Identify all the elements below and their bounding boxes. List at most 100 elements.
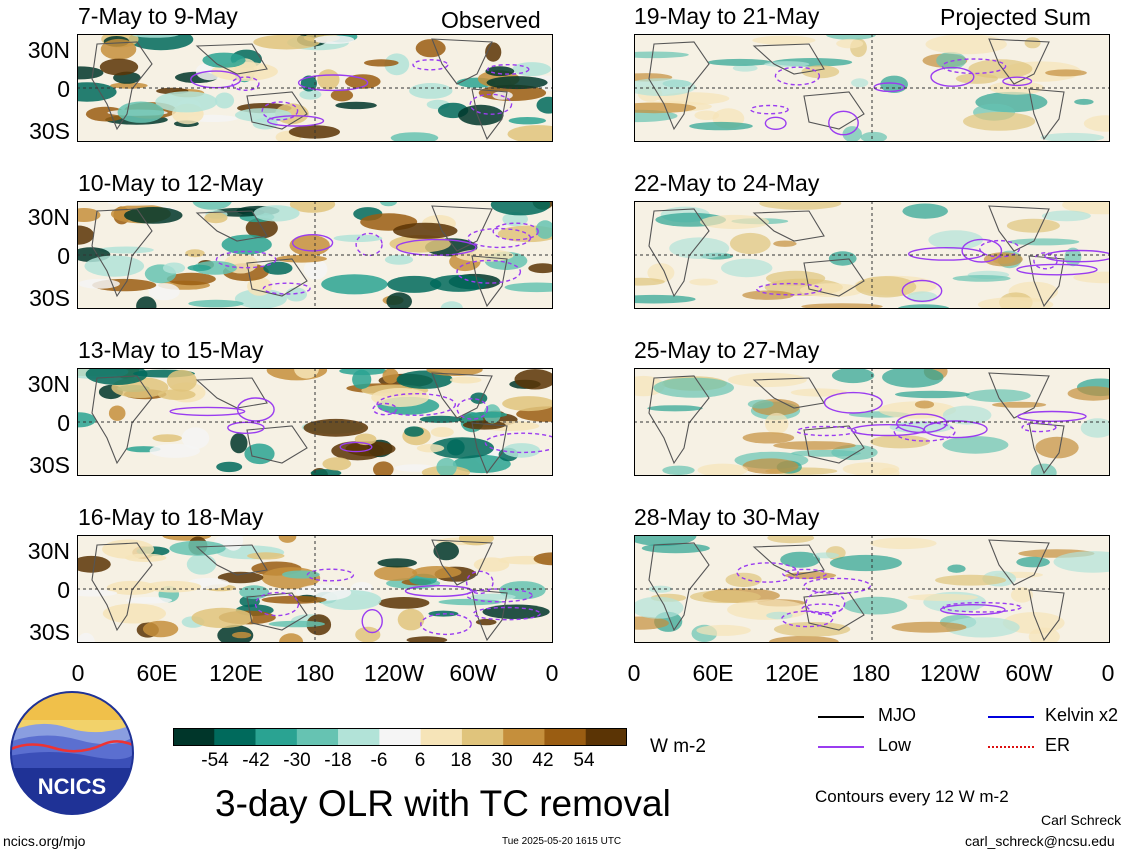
olr-anomaly-blob (1006, 218, 1060, 233)
olr-anomaly-blob (144, 580, 202, 593)
legend-line-er (988, 746, 1034, 748)
olr-anomaly-blob (928, 230, 983, 250)
continent-outline (246, 425, 308, 464)
olr-anomaly-blob (377, 558, 418, 568)
lon-label-120w: 120W (363, 660, 425, 686)
lon-label-0-end: 0 (545, 660, 559, 686)
lat-label-30n: 30N (27, 37, 70, 63)
map-frame (634, 201, 1110, 309)
author-email[interactable]: carl_schreck@ncsu.edu (965, 833, 1115, 849)
olr-anomaly-blob (247, 552, 285, 560)
olr-anomaly-blob (149, 443, 200, 458)
olr-anomaly-blob (371, 388, 429, 407)
olr-anomaly-blob (289, 201, 336, 213)
olr-anomaly-blob (415, 39, 446, 58)
continent-outline (1028, 255, 1065, 308)
low-frequency-contour (979, 239, 1021, 258)
low-frequency-contour (796, 425, 857, 437)
lon-label-120w: 120W (919, 660, 981, 686)
olr-anomaly-blob (125, 597, 173, 604)
olr-anomaly-blob (801, 303, 883, 309)
continent-outline (1028, 88, 1065, 141)
panel-title-1: 7-May to 9-May (78, 3, 238, 29)
olr-anomaly-blob (742, 432, 795, 444)
low-frequency-contour (456, 259, 522, 284)
continent-outline (648, 208, 710, 298)
continent-outline (648, 375, 710, 465)
colorbar-swatch (338, 728, 380, 746)
colorbar-label: 30 (491, 750, 513, 771)
olr-anomaly-blob (759, 201, 842, 210)
olr-anomaly-blob (106, 580, 158, 595)
map-frame (634, 34, 1110, 142)
panel-title-7: 25-May to 27-May (634, 337, 820, 363)
olr-anomaly-blob (514, 369, 553, 390)
olr-anomaly-blob (436, 457, 457, 476)
lon-label-120e: 120E (209, 660, 263, 686)
olr-anomaly-blob (1080, 418, 1110, 438)
olr-anomaly-blob (1045, 69, 1087, 77)
continent-outline (91, 208, 153, 298)
olr-anomaly-blob (780, 551, 821, 568)
olr-anomaly-blob (412, 566, 462, 579)
olr-anomaly-blob (419, 415, 463, 423)
olr-anomaly-blob (935, 574, 1007, 586)
continent-outline (752, 544, 825, 576)
olr-anomaly-blob (397, 608, 425, 631)
legend-label-mjo: MJO (878, 705, 916, 725)
low-frequency-contour (930, 66, 975, 87)
olr-anomaly-blob (416, 444, 445, 453)
olr-anomaly-blob (216, 461, 243, 473)
olr-anomaly-blob (503, 443, 541, 458)
low-frequency-contour (261, 101, 299, 121)
olr-anomaly-blob (977, 297, 1054, 309)
olr-anomaly-blob (390, 132, 439, 142)
olr-anomaly-blob (647, 405, 703, 412)
olr-anomaly-blob (773, 622, 851, 637)
low-frequency-contour (1033, 252, 1058, 270)
olr-anomaly-blob (828, 251, 857, 266)
olr-anomaly-blob (458, 104, 504, 126)
lat-label-30s: 30S (29, 285, 70, 311)
olr-map-panel-8 (634, 535, 1110, 643)
olr-anomaly-blob (729, 232, 771, 255)
olr-anomaly-blob (490, 201, 551, 216)
olr-anomaly-blob (77, 66, 104, 80)
panel-title-2: 10-May to 12-May (78, 170, 264, 196)
olr-anomaly-blob (747, 399, 774, 409)
olr-anomaly-blob (878, 401, 957, 419)
olr-anomaly-blob (181, 427, 210, 450)
olr-anomaly-blob (653, 377, 734, 398)
olr-anomaly-blob (117, 101, 165, 123)
olr-anomaly-blob (409, 83, 453, 99)
continent-outline (752, 377, 825, 409)
lon-label-0: 0 (627, 660, 641, 686)
olr-anomaly-blob (752, 35, 816, 45)
low-frequency-contour (1016, 263, 1098, 276)
continent-outline (988, 205, 1050, 252)
olr-anomaly-blob (204, 212, 228, 224)
legend-label-er: ER (1045, 735, 1071, 755)
olr-anomaly-blob (907, 593, 978, 601)
low-frequency-contour (756, 282, 822, 296)
continent-outline (431, 372, 493, 419)
main-title: 3-day OLR with TC removal (215, 783, 671, 824)
olr-anomaly-blob (107, 201, 165, 206)
olr-anomaly-blob (386, 292, 412, 309)
olr-anomaly-blob (773, 441, 856, 450)
low-frequency-contour (781, 610, 834, 628)
lon-label-60e: 60E (136, 660, 178, 686)
olr-anomaly-blob (1035, 436, 1079, 459)
lat-label-eq: 0 (57, 76, 70, 102)
low-frequency-contour (267, 115, 325, 127)
colorbar-swatch (461, 728, 504, 746)
olr-anomaly-blob (882, 368, 944, 388)
colorbar-swatch (503, 728, 545, 746)
olr-anomaly-blob (288, 125, 340, 139)
site-link[interactable]: ncics.org/mjo (3, 833, 86, 849)
olr-anomaly-blob (694, 110, 720, 121)
olr-anomaly-blob (128, 34, 194, 51)
author-name: Carl Schreck (1041, 812, 1122, 828)
olr-anomaly-blob (186, 554, 217, 575)
olr-anomaly-blob (829, 554, 902, 572)
